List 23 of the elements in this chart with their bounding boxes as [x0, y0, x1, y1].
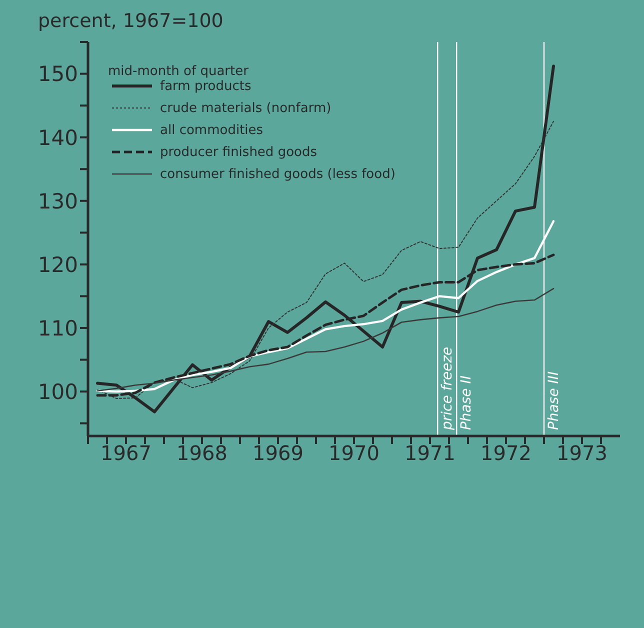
- x-tick-label: 1972: [480, 441, 532, 466]
- legend-label: farm products: [160, 78, 252, 94]
- annotation: mid-month of quarter: [108, 64, 248, 79]
- x-tick-label: 1973: [556, 441, 608, 466]
- ref-line-label: Phase II: [458, 375, 475, 430]
- x-tick-label: 1971: [404, 441, 456, 466]
- legend-label: all commodities: [160, 122, 264, 138]
- y-tick-label: 120: [38, 252, 78, 277]
- y-tick-label: 100: [38, 380, 78, 404]
- y-tick-label: 140: [38, 126, 78, 150]
- y-tick-label: 130: [38, 189, 78, 214]
- x-tick-label: 1968: [176, 441, 228, 466]
- x-tick-label: 1970: [328, 441, 380, 466]
- x-tick-label: 1967: [100, 441, 152, 466]
- y-tick-label: 150: [38, 62, 78, 86]
- legend-label: producer finished goods: [160, 144, 317, 160]
- y-tick-label: 110: [38, 316, 78, 340]
- legend-label: consumer finished goods (less food): [160, 166, 396, 182]
- y-axis-title: percent, 1967=100: [38, 10, 224, 32]
- ref-line-label: price freeze: [440, 346, 456, 431]
- legend-label: crude materials (nonfarm): [160, 100, 332, 116]
- x-tick-label: 1969: [252, 441, 304, 466]
- ref-line-label: Phase III: [546, 371, 562, 430]
